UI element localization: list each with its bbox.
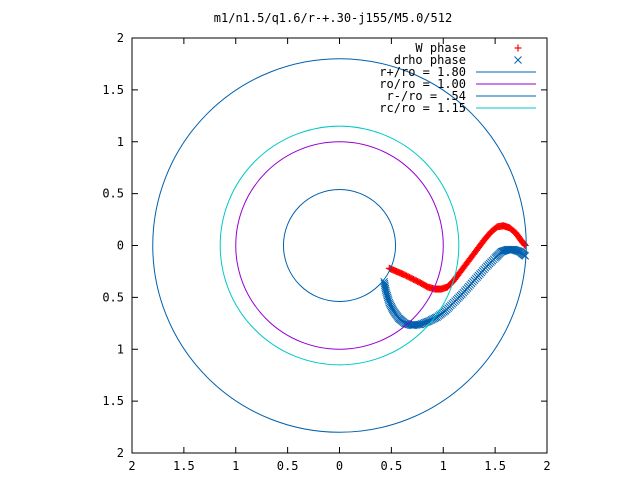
axis-ticks: 2 1.5 1 0.5 0 0.5 1 1.5 221.510.500.511.52: [102, 31, 550, 473]
series-layer: [152, 58, 530, 433]
y-tick-label: 1.5: [102, 394, 124, 408]
legend-label: r+/ro = 1.80: [379, 65, 466, 79]
chart-title: m1/n1.5/q1.6/r-+.30-j155/M5.0/512: [214, 11, 452, 25]
legend-label: rc/ro = 1.15: [379, 101, 466, 115]
circle-4: [282, 188, 397, 303]
y-tick-label: 2: [117, 446, 124, 460]
circle-2: [152, 58, 527, 433]
legend-label: ro/ro = 1.00: [379, 77, 466, 91]
data-point: [521, 252, 530, 260]
data-point: [417, 319, 426, 328]
data-point: [419, 319, 428, 328]
y-tick-label: 1: [117, 135, 124, 149]
y-tick-label: 0.5: [102, 290, 124, 304]
y-tick-label: 1.5: [102, 83, 124, 97]
x-tick-label: 2: [128, 459, 135, 473]
data-point: [514, 56, 522, 64]
y-tick-label: 0.5: [102, 187, 124, 201]
x-tick-label: 1: [440, 459, 447, 473]
data-point: [420, 318, 429, 327]
y-tick-label: 0: [117, 239, 124, 253]
data-point: [514, 44, 522, 52]
data-point: [521, 242, 529, 249]
circle-5: [219, 125, 460, 366]
plot-frame: [131, 37, 548, 454]
x-tick-label: 1: [232, 459, 239, 473]
y-tick-label: 2: [117, 31, 124, 45]
x-tick-label: 2: [543, 459, 550, 473]
x-tick-label: 1.5: [173, 459, 195, 473]
x-tick-label: 0: [336, 459, 343, 473]
x-tick-label: 0.5: [381, 459, 403, 473]
data-point: [521, 241, 529, 249]
circle-3: [235, 141, 444, 350]
legend-label: r-/ro = .54: [387, 89, 466, 103]
x-tick-label: 0.5: [277, 459, 299, 473]
data-point: [416, 320, 425, 329]
y-tick-label: 1: [117, 342, 124, 356]
legend-label: drho phase: [394, 53, 466, 67]
legend-label: W phase: [415, 41, 466, 55]
x-tick-label: 1.5: [484, 459, 506, 473]
